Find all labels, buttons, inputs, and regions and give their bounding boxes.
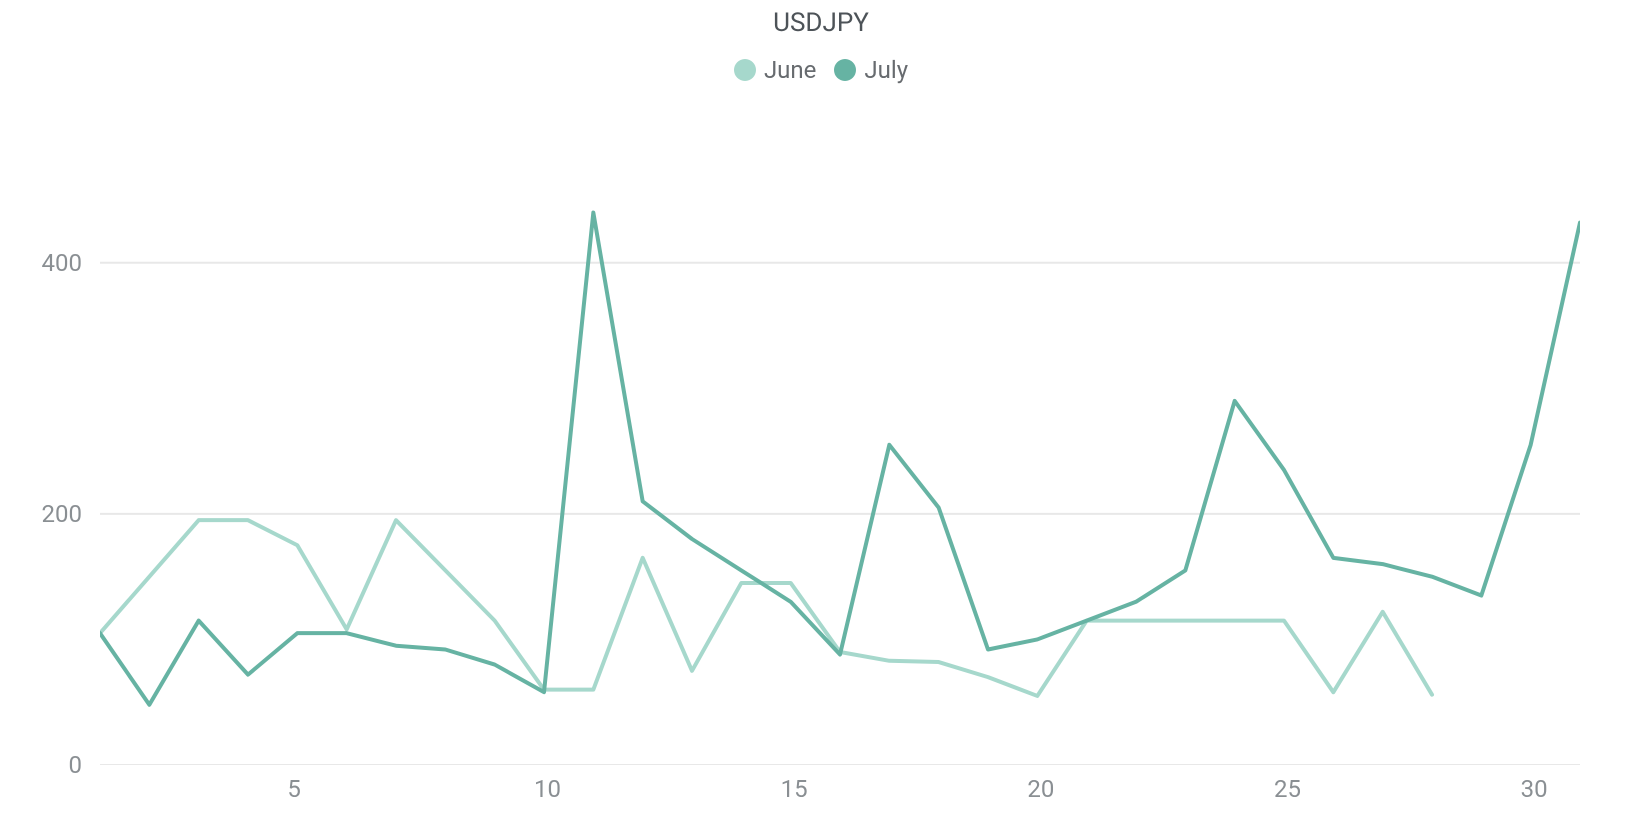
x-tick-label: 30 <box>1521 775 1548 803</box>
legend-dot-july <box>834 59 856 81</box>
x-tick-label: 15 <box>781 775 808 803</box>
x-tick-label: 20 <box>1027 775 1054 803</box>
legend-item-july: July <box>834 56 908 84</box>
x-tick-label: 10 <box>534 775 561 803</box>
legend-item-june: June <box>734 56 816 84</box>
usdjpy-chart: USDJPY June July 0 200 400 5 10 15 20 25 30 <box>0 0 1642 829</box>
legend-dot-june <box>734 59 756 81</box>
x-tick-label: 25 <box>1274 775 1301 803</box>
y-tick-label: 0 <box>69 751 83 779</box>
chart-title: USDJPY <box>0 8 1642 38</box>
y-tick-label: 200 <box>42 500 82 528</box>
x-tick-label: 5 <box>287 775 301 803</box>
chart-legend: June July <box>0 56 1642 84</box>
legend-label-june: June <box>764 56 816 84</box>
legend-label-july: July <box>864 56 908 84</box>
y-tick-label: 400 <box>42 249 82 277</box>
chart-plot <box>100 200 1580 765</box>
